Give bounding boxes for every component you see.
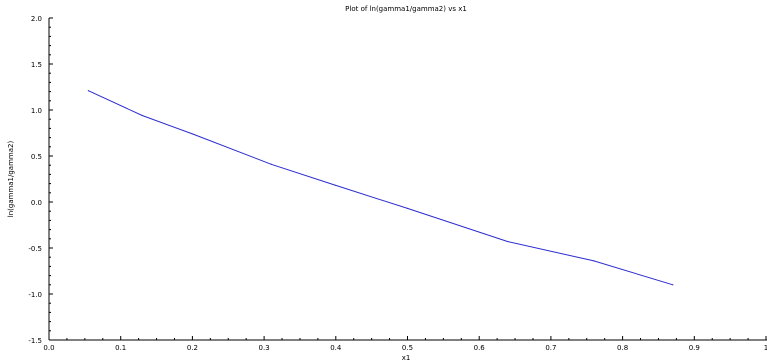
x-tick-group: 0.0 0.1 0.2 0.3 0.4 0.5 0.6 0.7 0.8 0.9 1 — [43, 336, 767, 352]
x-axis-label: x1 — [402, 354, 411, 362]
data-point — [507, 240, 509, 243]
x-tick-label: 0.6 — [474, 344, 486, 352]
y-tick-label: 0.0 — [31, 199, 42, 207]
x-tick-label: 0.8 — [617, 344, 628, 352]
y-tick-label: 2.0 — [31, 15, 42, 23]
y-tick-label: -0.5 — [28, 245, 42, 253]
data-point — [672, 284, 674, 286]
x-tick-label: 0.5 — [402, 344, 413, 352]
x-tick-label: 0.3 — [259, 344, 270, 352]
data-point — [335, 184, 337, 187]
y-tick-group: -1.5 -1.0 -0.5 0.0 0.5 1.0 1.5 2.0 — [28, 15, 53, 345]
y-axis-label: ln(gamma1/gamma2) — [7, 141, 15, 218]
data-point — [270, 163, 272, 165]
x-tick-label: 1 — [764, 344, 767, 352]
data-point — [141, 114, 143, 117]
plot-area: 0.0 0.1 0.2 0.3 0.4 0.5 0.6 0.7 0.8 0.9 1 -1.5 -1.0… — [28, 15, 767, 352]
chart-title: Plot of ln(gamma1/gamma2) vs x1 — [345, 5, 467, 13]
x-tick-label: 0.4 — [330, 344, 342, 352]
x-tick-label: 0.9 — [689, 344, 700, 352]
x-tick-label: 0.2 — [187, 344, 198, 352]
data-point — [87, 90, 90, 92]
data-point — [406, 207, 409, 210]
x-tick-label: 0.0 — [43, 344, 54, 352]
x-tick-label: 0.7 — [545, 344, 556, 352]
data-point — [593, 260, 595, 262]
y-tick-label: -1.0 — [28, 291, 42, 299]
y-tick-label: -1.5 — [28, 337, 42, 345]
series-line — [88, 90, 673, 286]
data-point — [191, 133, 193, 135]
y-tick-label: 1.0 — [31, 107, 42, 115]
y-tick-label: 0.5 — [31, 153, 42, 161]
series-group — [87, 90, 674, 286]
y-tick-label: 1.5 — [31, 61, 42, 69]
x-tick-label: 0.1 — [115, 344, 126, 352]
